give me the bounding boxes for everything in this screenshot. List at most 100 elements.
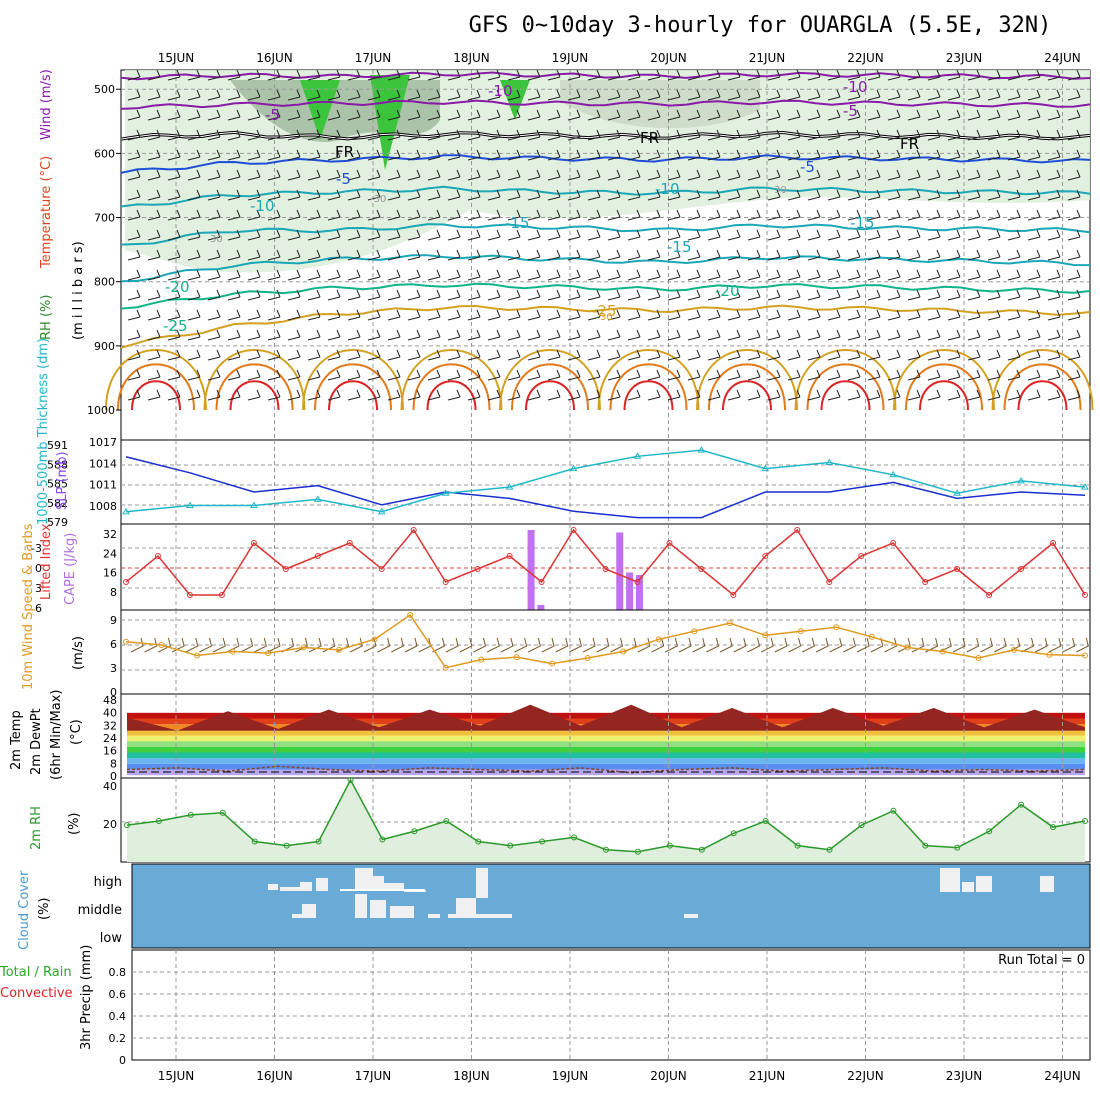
wind-barb [987,249,1001,261]
ytick-0: 0 [35,562,42,575]
wind-barb [987,189,1001,201]
top-date-23JUN: 23JUN [946,51,983,65]
contour-label: -25 [592,302,617,320]
bottom-date-23JUN: 23JUN [946,1069,983,1083]
wind-barb [1047,209,1061,221]
wind-barb [947,389,961,401]
wind-barb [747,109,761,121]
wind-barb [587,109,601,121]
top-date-15JUN: 15JUN [158,51,195,65]
wind-barb [527,309,541,321]
surface-barb [363,637,377,653]
wind-barb [667,169,681,181]
wind-barb [1027,229,1041,241]
ytick-40: 40 [103,707,117,720]
wind-barb [887,349,901,361]
wind-barb [447,349,461,361]
wind-barb [1007,69,1021,81]
upper-air-contours: -10 -10 -5 -5 FR FR FR -5 -5 -10 -10 -15 -15 -15 -20 -2… [105,69,1094,440]
surface-barb [1062,637,1076,653]
wind-barb [267,129,281,141]
wind-barb [127,269,141,281]
wind-barb [667,329,681,341]
wind-barb [947,129,961,141]
precip-label: 3hr Precip (mm) [79,945,94,1050]
cloud-block [355,894,367,918]
ytick-600: 600 [94,147,115,160]
minmax-label: (6hr Min/Max) [49,690,64,780]
wind-barb [207,309,221,321]
wind-barb [887,249,901,261]
surface-barb [473,637,487,653]
contour-label: FR [900,135,919,153]
ytick-40: 40 [103,780,117,793]
cloud-middle: middle [78,903,122,918]
wind-barb [887,69,901,81]
wind-barb [687,329,701,341]
wind-barb [1047,89,1061,101]
wind-barb [407,89,421,101]
wind-barb [1027,369,1041,381]
wind-barb [1027,149,1041,161]
rh2m-point [219,809,226,816]
surface-barb [884,637,898,653]
wind-barb [407,109,421,121]
wind-barb [567,229,581,241]
wind-barb [1007,169,1021,181]
rh2m-point [539,838,546,845]
wind-speed-point [691,628,698,635]
wind-barb [167,189,181,201]
wind-barb [1047,69,1061,81]
wind-barb [547,149,561,161]
wind-barb [727,229,741,241]
ytick--3: -3 [31,542,42,555]
wind-barb [387,189,401,201]
wind-barb [467,109,481,121]
surface-barb [966,637,980,653]
cloud-block [316,878,328,891]
ytick-6: 6 [110,638,117,651]
top-date-21JUN: 21JUN [749,51,786,65]
wind-barb [967,149,981,161]
wind-barb [387,249,401,261]
wind-barb [847,309,861,321]
surface-loop [919,380,969,411]
wind-barb [467,209,481,221]
wind-barb [587,169,601,181]
wind-barb [807,109,821,121]
wind-barb [647,309,661,321]
wind-barb [707,69,721,81]
wind-barb [667,189,681,201]
wind-barb [1027,249,1041,261]
surface-barb [459,637,473,653]
wind-barb [787,69,801,81]
wind-barb [547,129,561,141]
wind-barb [627,149,641,161]
wind-barb [407,289,421,301]
wind-barb [807,269,821,281]
rh2m-point [379,836,386,843]
isotherm-30 [120,304,1091,349]
wind-barb [527,69,541,81]
wind-barb [227,209,241,221]
wind-speed-point [371,636,378,643]
wind-barb [267,169,281,181]
wind-barb [827,109,841,121]
wind-barb [687,269,701,281]
wind-barb [547,349,561,361]
wind-barb [367,289,381,301]
wind-barb [227,169,241,181]
cloud-low: low [100,931,123,946]
wind-barb [667,89,681,101]
wind-barb [627,209,641,221]
wind-barb [807,69,821,81]
lifted-index-point [986,592,993,598]
wind-barb [727,349,741,361]
wind-barb [627,289,641,301]
wind-barb [387,89,401,101]
wind-barb [1047,149,1061,161]
wind-barb [1027,389,1041,401]
wind-barb [367,109,381,121]
chart-title: GFS 0~10day 3-hourly for OUARGLA (5.5E, … [469,13,1052,38]
wind-barb [707,129,721,141]
